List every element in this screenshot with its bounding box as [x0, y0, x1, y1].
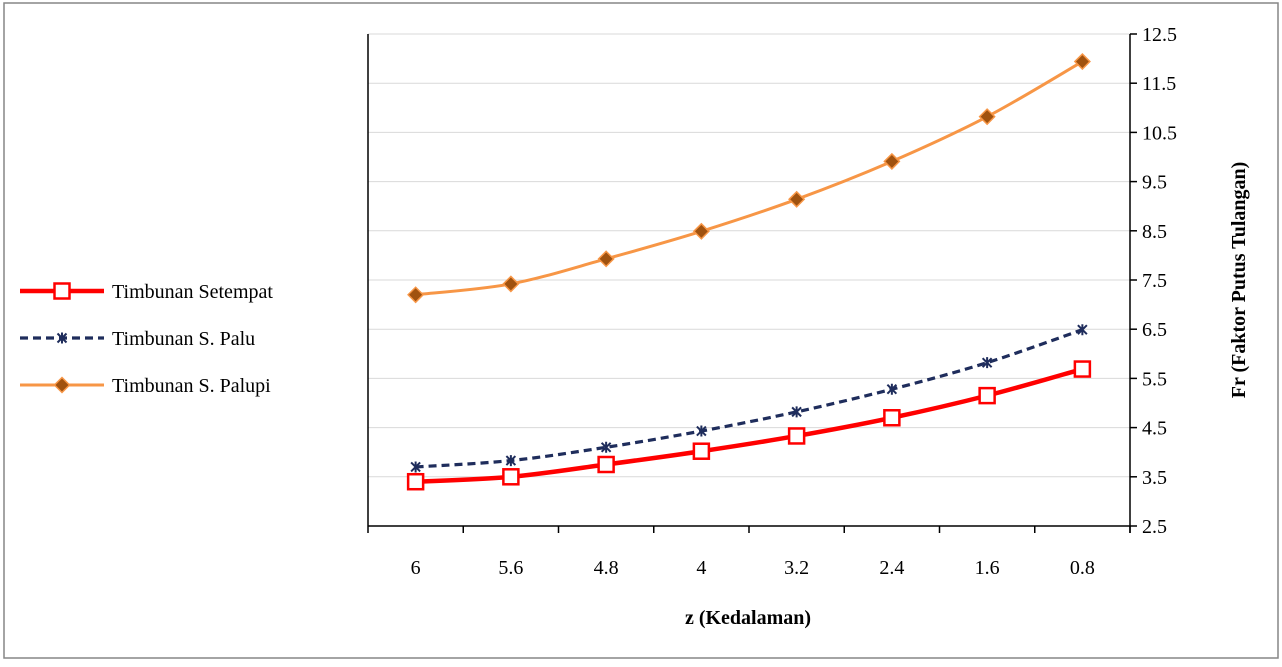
y-tick-label: 4.5 [1142, 418, 1167, 440]
data-point [600, 441, 612, 453]
data-point [787, 427, 806, 445]
data-point [407, 286, 425, 304]
x-tick-label: 0.8 [1070, 557, 1095, 579]
x-tick-label: 1.6 [975, 557, 1000, 579]
data-point [597, 455, 615, 474]
data-point [692, 222, 710, 240]
y-axis-title: Fr (Faktor Putus Tulangan) [1228, 162, 1250, 399]
data-point [597, 250, 615, 268]
data-point [791, 406, 802, 418]
x-tick-label: 3.2 [784, 557, 809, 579]
x-tick-label: 4.8 [594, 557, 619, 579]
y-tick-label: 6.5 [1142, 319, 1167, 341]
marker-stroke [410, 461, 421, 473]
data-point [696, 425, 707, 437]
data-point [886, 383, 898, 395]
x-tick-label: 4 [696, 557, 706, 579]
legend-label: Timbunan S. Palupi [112, 375, 271, 397]
data-point [692, 442, 711, 460]
marker-stroke [505, 455, 517, 467]
legend-label: Timbunan Setempat [112, 281, 273, 303]
data-point [410, 461, 421, 473]
y-tick-label: 5.5 [1142, 368, 1167, 390]
marker-stroke [1077, 324, 1088, 336]
legend: Timbunan Setempat Timbunan S. Palu Timbuna… [20, 281, 273, 397]
data-point [883, 152, 901, 170]
y-tick-label: 2.5 [1142, 516, 1167, 538]
marker-stroke [696, 425, 707, 437]
series-timbunan-s-palupi [407, 52, 1091, 304]
data-point [981, 357, 993, 369]
series-timbunan-setempat [406, 360, 1092, 491]
data-point [788, 190, 806, 208]
series-line [415, 328, 1083, 469]
data-point [978, 386, 996, 405]
y-tick-label: 3.5 [1142, 467, 1167, 489]
series-group [406, 52, 1092, 491]
y-tick-label: 8.5 [1142, 221, 1167, 243]
series-line [415, 366, 1083, 484]
data-point [1073, 52, 1091, 71]
chart-frame [3, 2, 1279, 659]
marker-stroke [56, 332, 68, 344]
marker-stroke [886, 383, 898, 395]
x-axis-title: z (Kedalaman) [685, 607, 811, 629]
y-tick-label: 12.5 [1142, 24, 1177, 46]
data-point [978, 108, 996, 126]
y-tick-label: 11.5 [1142, 73, 1176, 95]
x-tick-label: 6 [411, 557, 421, 579]
legend-marker [53, 282, 71, 300]
y-tick-label: 7.5 [1142, 270, 1167, 292]
series-timbunan-s-palu [410, 324, 1088, 473]
legend-marker [53, 376, 71, 394]
data-point [502, 275, 520, 293]
legend-item: Timbunan S. Palu [20, 328, 255, 350]
data-point [1077, 324, 1088, 336]
y-tick-label: 9.5 [1142, 172, 1167, 194]
marker-stroke [981, 357, 993, 369]
data-point [502, 468, 520, 486]
legend-label: Timbunan S. Palu [112, 328, 255, 350]
y-tick-label: 10.5 [1142, 122, 1177, 144]
legend-item: Timbunan Setempat [20, 281, 273, 303]
data-point [1073, 360, 1092, 378]
data-point [883, 409, 901, 427]
axes: 2.5 3.5 4.5 5.5 6.5 7.5 8.5 9.5 10.5 11.5 12.5 6 5.6… [367, 24, 1177, 579]
series-line [415, 60, 1084, 297]
data-point [505, 455, 517, 467]
marker-stroke [791, 406, 802, 418]
x-tick-label: 5.6 [498, 557, 523, 579]
legend-marker [56, 332, 68, 344]
legend-item: Timbunan S. Palupi [20, 375, 271, 397]
marker-stroke [600, 441, 612, 453]
x-tick-label: 2.4 [879, 557, 904, 579]
data-point [406, 472, 425, 491]
